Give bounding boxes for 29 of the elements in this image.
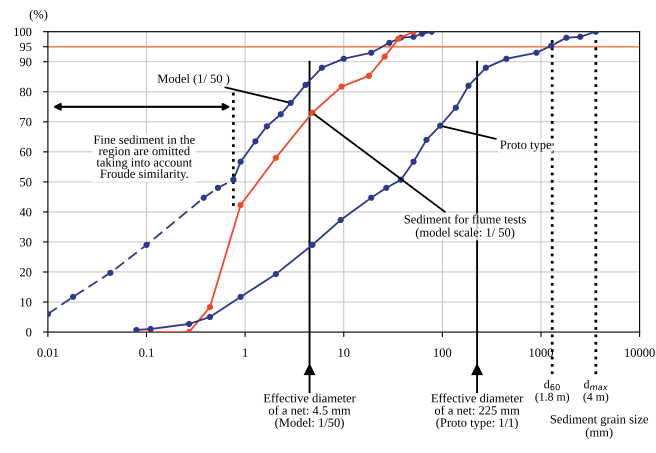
- y-tick-label: 90: [20, 58, 32, 66]
- y-tick-label: 70: [20, 118, 32, 126]
- x-tick-label: 0.01: [37, 348, 58, 357]
- y-tick-label: 20: [20, 268, 32, 276]
- ref-line-label: Effective diameter of a net: 4.5 mm (Model: 1/50): [264, 393, 356, 430]
- y-axis-title: (%): [30, 10, 48, 22]
- y-tick-label: 10: [20, 298, 32, 306]
- y-tick-label: 40: [20, 208, 32, 216]
- y-tick-label: 0: [26, 328, 32, 337]
- y-tick-label: 30: [20, 238, 32, 246]
- y-tick-label: 50: [20, 178, 32, 186]
- y-tick-label: 60: [20, 148, 32, 156]
- annotation: Proto type: [500, 140, 552, 152]
- x-tick-label: 10: [338, 348, 350, 357]
- ref-line-label: Effective diameter of a net: 225 mm (Proto type: 1/1): [431, 393, 524, 430]
- ref-line-label: d$_{max}$ (4 m): [583, 380, 608, 404]
- annotation: Model (1/ 50 ): [158, 74, 230, 86]
- annotation: Fine sediment in the region are omitted taking into account Froude similarity.: [94, 135, 195, 181]
- annotation: Sediment for flume tests (model scale: 1/ 50): [404, 214, 526, 240]
- y-tick-label: 95: [20, 42, 32, 52]
- x-tick-label: 100: [434, 348, 452, 357]
- x-axis-title: Sediment grain size (mm): [550, 414, 648, 440]
- y-tick-label: 80: [20, 88, 32, 96]
- ref-line-label: d$_{60}$ (1.8 m): [535, 380, 570, 404]
- x-tick-label: 10000: [625, 348, 655, 357]
- x-tick-label: 1: [243, 348, 248, 357]
- x-tick-label: 0.1: [139, 348, 154, 357]
- x-tick-label: 1000: [530, 348, 554, 357]
- y-tick-label: 100: [14, 28, 32, 36]
